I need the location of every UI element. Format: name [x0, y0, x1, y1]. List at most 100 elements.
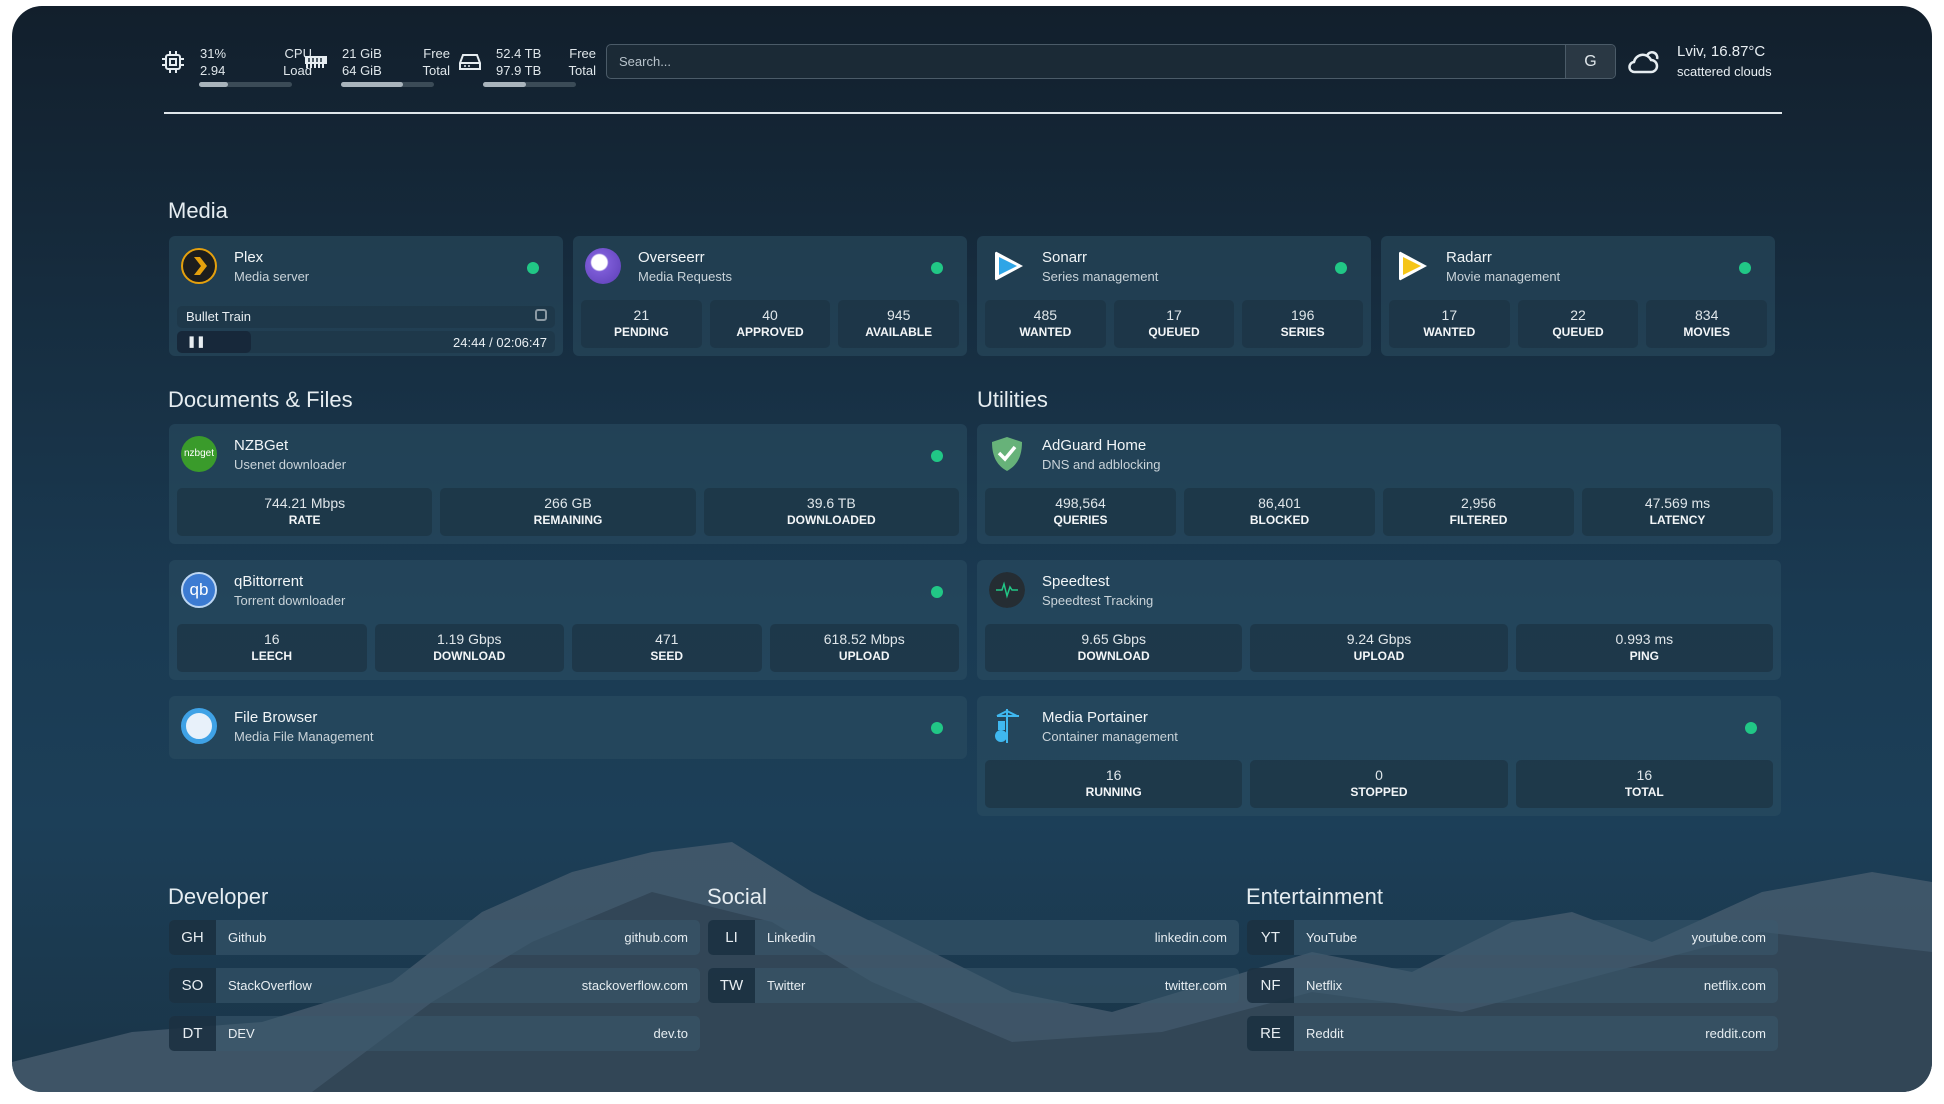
bookmark-name: Github — [228, 930, 267, 945]
stat-label: QUEUED — [1148, 325, 1200, 339]
bookmark-social-item[interactable]: TW Twitter twitter.com — [708, 968, 1239, 1003]
search-engine-button[interactable]: G — [1565, 45, 1615, 78]
stat-value: 485 — [1033, 307, 1058, 323]
speedtest-card[interactable]: Speedtest Speedtest Tracking 9.65 Gbps DO… — [977, 560, 1781, 680]
section-heading-developer: Developer — [168, 884, 269, 909]
service-description: DNS and adblocking — [1042, 457, 1161, 472]
bookmark-url: netflix.com — [1703, 978, 1766, 993]
memory-icon — [305, 56, 327, 68]
plex-card[interactable]: Plex Media server Bullet Train ❚❚ 24:44 … — [169, 236, 563, 356]
stat-label: RATE — [288, 513, 321, 527]
stat-value: 47.569 ms — [1644, 495, 1711, 511]
bookmark-social-item[interactable]: LI Linkedin linkedin.com — [708, 920, 1239, 955]
search-input[interactable] — [607, 45, 1557, 78]
service-name: NZBGet — [234, 437, 289, 454]
stat-value: 39.6 TB — [806, 495, 856, 511]
status-online-indicator — [527, 262, 539, 274]
stat-label: SEED — [650, 649, 684, 663]
stats-row: 21 PENDING 40 APPROVED 945 AVAILABLE — [581, 300, 960, 348]
service-description: Series management — [1042, 269, 1159, 284]
status-online-indicator — [931, 586, 943, 598]
stat-label: APPROVED — [736, 325, 804, 339]
stat-value: 744.21 Mbps — [264, 495, 346, 511]
disk-bar — [483, 82, 576, 87]
stat-block: 266 GB REMAINING — [440, 488, 696, 536]
pause-icon[interactable]: ❚❚ — [187, 336, 206, 348]
adguard-card[interactable]: AdGuard Home DNS and adblocking 498,564 Q… — [977, 424, 1781, 544]
sonarr-card[interactable]: Sonarr Series management 485 WANTED 17 QUEU… — [977, 236, 1371, 356]
bookmark-entertainment-item[interactable]: RE Reddit reddit.com — [1247, 1016, 1778, 1051]
stat-value: 16 — [1105, 767, 1122, 783]
section-heading-media: Media — [168, 198, 228, 223]
stat-block: 0 STOPPED — [1250, 760, 1508, 808]
bookmark-url: youtube.com — [1691, 930, 1766, 945]
bookmark-developer-item[interactable]: SO StackOverflow stackoverflow.com — [169, 968, 700, 1003]
qbittorrent-logo-icon: qb — [181, 572, 217, 608]
bookmark-abbr: RE — [1247, 1016, 1294, 1051]
bookmark-abbr: TW — [708, 968, 755, 1003]
overseerr-logo-icon — [585, 248, 621, 284]
service-description: Media server — [234, 269, 310, 284]
stat-label: UPLOAD — [838, 649, 890, 663]
bookmark-name: Twitter — [767, 978, 806, 993]
search-bar: G — [606, 44, 1616, 79]
service-description: Usenet downloader — [234, 457, 347, 472]
stat-block: 485 WANTED — [985, 300, 1106, 348]
stat-block: 9.65 Gbps DOWNLOAD — [985, 624, 1243, 672]
status-online-indicator — [931, 722, 943, 734]
stat-block: 471 SEED — [572, 624, 762, 672]
bookmark-entertainment-item[interactable]: YT YouTube youtube.com — [1247, 920, 1778, 955]
stat-block: 9.24 Gbps UPLOAD — [1250, 624, 1508, 672]
stat-block: 16 RUNNING — [985, 760, 1243, 808]
cloud-icon — [1628, 51, 1659, 74]
radarr-card[interactable]: Radarr Movie management 17 WANTED 22 QUEUED… — [1381, 236, 1775, 356]
load-label: Load — [283, 63, 312, 78]
bookmark-entertainment-item[interactable]: NF Netflix netflix.com — [1247, 968, 1778, 1003]
bookmark-name: DEV — [228, 1026, 255, 1041]
stat-value: 17 — [1166, 307, 1182, 323]
nzbget-logo-icon: nzbget — [181, 436, 217, 472]
stats-row: 17 WANTED 22 QUEUED 834 MOVIES — [1389, 300, 1768, 348]
filebrowser-card[interactable]: File Browser Media File Management — [169, 696, 967, 759]
bookmark-developer-item[interactable]: DT DEV dev.to — [169, 1016, 700, 1051]
stat-label: WANTED — [1019, 325, 1072, 339]
stat-value: 2,956 — [1460, 495, 1497, 511]
bookmark-developer-item[interactable]: GH Github github.com — [169, 920, 700, 955]
mountain-background — [12, 842, 1932, 1092]
overseerr-card[interactable]: Overseerr Media Requests 21 PENDING 40 APPR… — [573, 236, 967, 356]
service-name: File Browser — [234, 709, 318, 726]
playback-time: 24:44 / 02:06:47 — [453, 335, 547, 350]
stat-block: 39.6 TB DOWNLOADED — [703, 488, 959, 536]
stat-value: 498,564 — [1055, 495, 1106, 511]
portainer-card[interactable]: Media Portainer Container management 16 R… — [977, 696, 1781, 816]
stat-label: PENDING — [613, 325, 669, 339]
memory-widget: 21 GiB 64 GiB Free Total — [304, 46, 454, 86]
stat-label: RUNNING — [1085, 785, 1142, 799]
stat-value: 86,401 — [1258, 495, 1301, 511]
section-heading-social: Social — [707, 884, 767, 909]
service-description: Media Requests — [638, 269, 732, 284]
stat-label: STOPPED — [1350, 785, 1408, 799]
memory-bar — [341, 82, 434, 87]
section-heading-utilities: Utilities — [977, 387, 1048, 412]
disk-total: 97.9 TB — [496, 63, 542, 78]
stats-row: 16 LEECH 1.19 Gbps DOWNLOAD 471 SEED 618.52 Mb… — [177, 624, 959, 672]
stat-value: 16 — [1636, 767, 1653, 783]
service-name: Plex — [234, 249, 264, 266]
nzbget-card[interactable]: nzbget NZBGet Usenet downloader 744.21 M… — [169, 424, 967, 544]
stat-value: 16 — [263, 631, 280, 647]
qbittorrent-card[interactable]: qb qBittorrent Torrent downloader 16 LEEC… — [169, 560, 967, 680]
stat-label: DOWNLOADED — [786, 513, 876, 527]
radarr-logo-icon — [1399, 251, 1427, 281]
status-online-indicator — [931, 262, 943, 274]
status-online-indicator — [1745, 722, 1757, 734]
stat-block: 2,956 FILTERED — [1383, 488, 1574, 536]
stat-value: 40 — [762, 307, 778, 323]
cpu-usage: 31% — [200, 46, 227, 61]
service-name: Media Portainer — [1042, 709, 1148, 726]
section-heading-entertainment: Entertainment — [1246, 884, 1383, 909]
stat-label: SERIES — [1280, 325, 1325, 339]
sonarr-logo-icon — [995, 251, 1023, 281]
cpu-widget: 31% 2.94 CPU Load — [162, 46, 312, 86]
stat-label: FILTERED — [1449, 513, 1508, 527]
